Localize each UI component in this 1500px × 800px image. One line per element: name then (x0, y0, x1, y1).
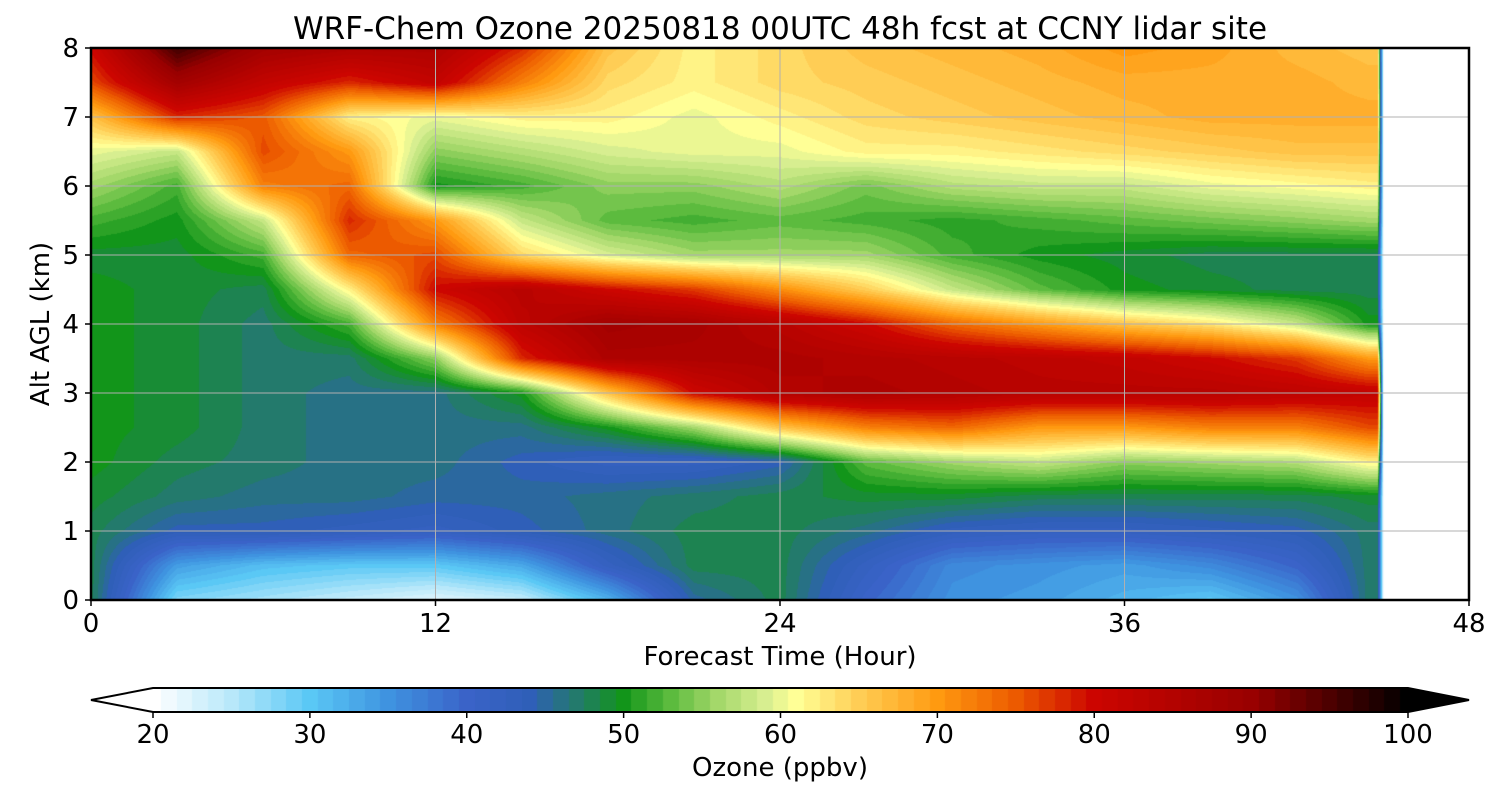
colorbar-tick-label: 70 (921, 720, 954, 750)
colorbar-tick-label: 90 (1235, 720, 1268, 750)
x-axis-ticks: 0 12 24 36 48 (83, 600, 1486, 639)
x-tick-label: 12 (419, 609, 452, 639)
colorbar-tick-label: 100 (1383, 720, 1433, 750)
colorbar-high-extension (1408, 688, 1469, 712)
y-tick-label: 5 (62, 241, 79, 271)
x-tick-label: 24 (763, 609, 796, 639)
y-tick-label: 7 (62, 103, 79, 133)
chart-title: WRF-Chem Ozone 20250818 00UTC 48h fcst a… (293, 11, 1267, 47)
y-tick-label: 3 (62, 379, 79, 409)
x-tick-label: 0 (83, 609, 100, 639)
colorbar-tick-label: 40 (450, 720, 483, 750)
colorbar-tick-label: 60 (764, 720, 797, 750)
y-tick-label: 4 (62, 310, 79, 340)
y-axis-label: Alt AGL (km) (26, 242, 56, 406)
grid-lines (91, 48, 1469, 600)
colorbar-tick-label: 50 (607, 720, 640, 750)
colorbar: 20 30 40 50 60 70 80 90 100 Ozone (ppbv) (90, 687, 1470, 783)
colorbar-tick-label: 30 (293, 720, 326, 750)
y-tick-label: 0 (62, 586, 79, 616)
colorbar-tick-label: 80 (1078, 720, 1111, 750)
colorbar-low-extension (91, 688, 153, 712)
x-axis-label: Forecast Time (Hour) (643, 642, 916, 672)
y-tick-label: 6 (62, 172, 79, 202)
colorbar-gradient (153, 688, 1408, 712)
x-tick-label: 36 (1108, 609, 1141, 639)
x-tick-label: 48 (1452, 609, 1485, 639)
plot-area (89, 46, 1471, 602)
colorbar-label: Ozone (ppbv) (692, 753, 868, 783)
y-tick-label: 8 (62, 34, 79, 64)
y-axis-ticks: 0 1 2 3 4 5 6 7 8 (62, 34, 91, 616)
colorbar-tick-label: 20 (136, 720, 169, 750)
colorbar-ticks: 20 30 40 50 60 70 80 90 100 (136, 712, 1433, 750)
y-tick-label: 2 (62, 448, 79, 478)
y-tick-label: 1 (62, 517, 79, 547)
